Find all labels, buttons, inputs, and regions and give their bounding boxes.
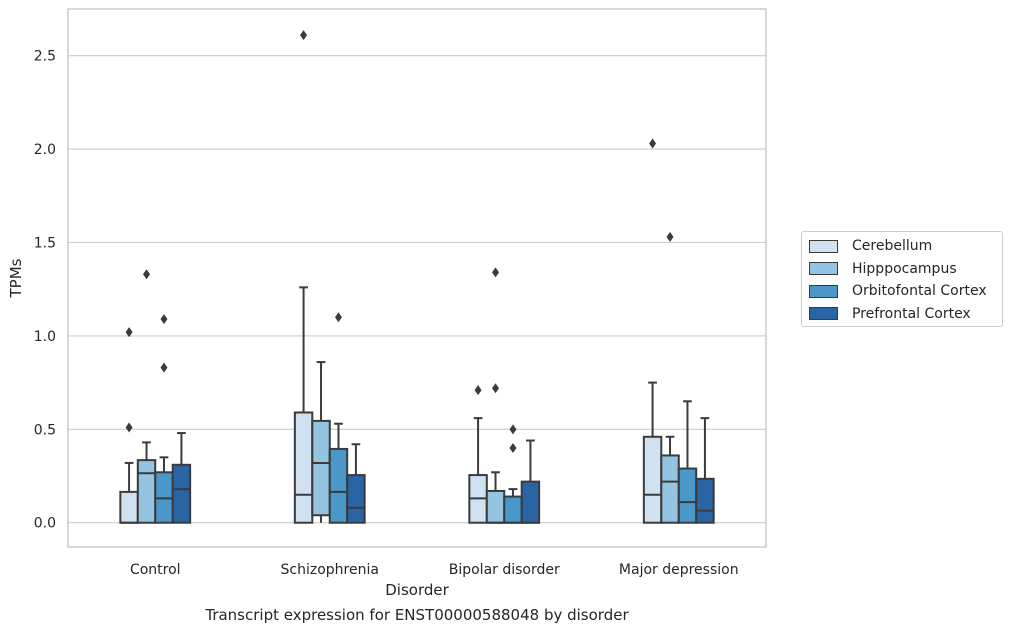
- box-control-cerebellum-outlier: [125, 327, 133, 338]
- legend-entry-cerebellum: Cerebellum: [809, 235, 1002, 258]
- box-schizophrenia-prefrontal-cortex-body: [346, 474, 366, 524]
- legend-label-orbitofrontal-cortex: Orbitofontal Cortex: [852, 283, 987, 300]
- box-bipolar-disorder-hipppocampus-outlier: [492, 267, 500, 278]
- y-tick-label: 0.0: [34, 516, 56, 532]
- legend-swatch-prefrontal-cortex: [809, 307, 838, 321]
- box-major-depression-hipppocampus-body: [660, 454, 680, 524]
- box-bipolar-disorder-orbitofontal-cortex-outlier: [509, 424, 517, 435]
- legend-swatch-hippocampus: [809, 262, 838, 276]
- box-control-orbitofontal-cortex-outlier: [160, 314, 168, 325]
- box-control-hipppocampus-outlier: [143, 269, 151, 280]
- box-bipolar-disorder-orbitofontal-cortex-body: [503, 495, 523, 524]
- legend-label-hippocampus: Hipppocampus: [852, 260, 957, 277]
- legend-label-prefrontal-cortex: Prefrontal Cortex: [852, 305, 971, 322]
- box-bipolar-disorder-prefrontal-cortex-body: [520, 480, 541, 524]
- box-major-depression-cerebellum-outlier: [649, 138, 657, 149]
- box-schizophrenia-cerebellum-outlier: [300, 30, 308, 41]
- box-major-depression-prefrontal-cortex-body: [695, 477, 715, 524]
- box-schizophrenia-hipppocampus-body: [311, 419, 331, 517]
- legend-entry-hippocampus: Hipppocampus: [809, 258, 1002, 281]
- x-tick-label-major-depression: Major depression: [619, 562, 739, 578]
- legend-entry-orbitofrontal-cortex: Orbitofontal Cortex: [809, 280, 1002, 303]
- legend-swatch-orbitofrontal-cortex: [809, 284, 838, 298]
- box-bipolar-disorder-cerebellum-outlier: [474, 385, 482, 396]
- x-tick-label-schizophrenia: Schizophrenia: [281, 562, 379, 578]
- legend: Cerebellum Hipppocampus Orbitofontal Cor…: [801, 231, 1003, 327]
- y-tick-label: 1.0: [34, 329, 56, 345]
- y-tick-label: 0.5: [34, 422, 56, 438]
- box-control-cerebellum-body: [119, 490, 139, 524]
- y-tick-label: 2.5: [34, 49, 56, 65]
- box-bipolar-disorder-hipppocampus-outlier: [492, 383, 500, 394]
- box-control-orbitofontal-cortex-outlier: [160, 362, 168, 373]
- box-major-depression-hipppocampus-outlier: [666, 231, 674, 242]
- box-bipolar-disorder-orbitofontal-cortex-outlier: [509, 442, 517, 453]
- box-control-cerebellum-outlier: [125, 422, 133, 433]
- legend-swatch-cerebellum: [809, 239, 838, 253]
- box-schizophrenia-cerebellum-body: [293, 411, 314, 524]
- figure-caption: Transcript expression for ENST0000058804…: [205, 606, 629, 624]
- legend-entry-prefrontal-cortex: Prefrontal Cortex: [809, 303, 1002, 326]
- box-schizophrenia-orbitofontal-cortex-outlier: [334, 312, 342, 323]
- box-control-hipppocampus-body: [136, 459, 157, 524]
- box-major-depression-cerebellum-body: [642, 435, 663, 524]
- y-tick-label: 2.0: [34, 142, 56, 158]
- y-axis-title: TPMs: [7, 258, 25, 298]
- box-bipolar-disorder-hipppocampus-body: [485, 489, 506, 524]
- y-tick-label: 1.5: [34, 236, 56, 252]
- x-axis-title: Disorder: [385, 581, 449, 599]
- box-control-prefrontal-cortex-body: [171, 463, 192, 524]
- legend-label-cerebellum: Cerebellum: [852, 238, 933, 255]
- plot-frame: [67, 8, 767, 548]
- box-major-depression-orbitofontal-cortex-body: [677, 467, 698, 524]
- box-schizophrenia-orbitofontal-cortex-body: [328, 447, 349, 524]
- x-tick-label-control: Control: [130, 562, 181, 578]
- x-tick-label-bipolar-disorder: Bipolar disorder: [449, 562, 560, 578]
